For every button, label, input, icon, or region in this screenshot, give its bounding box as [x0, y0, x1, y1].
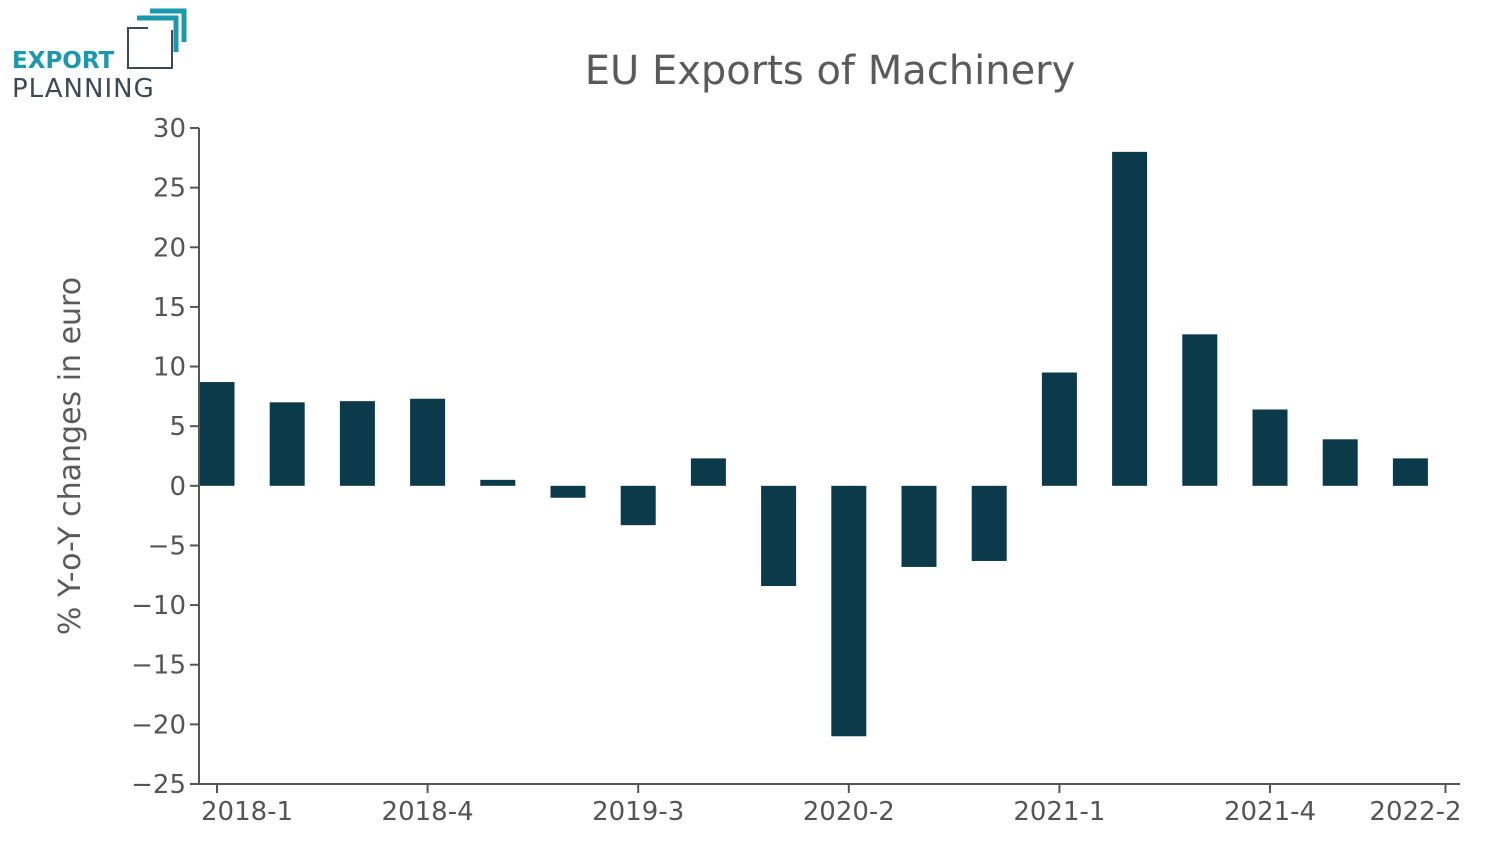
x-tick-label: 2021-1 [1013, 797, 1105, 827]
bar-2021-4 [1252, 409, 1288, 486]
y-tick-label: −15 [131, 651, 186, 681]
bar-2018-3 [339, 401, 375, 486]
y-tick-label: 10 [153, 353, 186, 383]
y-tick-label: −10 [131, 591, 186, 621]
bar-2019-2 [550, 485, 586, 498]
bar-2019-3 [620, 485, 656, 526]
bar-2018-1 [200, 382, 235, 486]
bar-2018-2 [269, 402, 305, 486]
bar-2021-2 [1112, 151, 1148, 486]
logo-line2: PLANNING [12, 74, 155, 104]
bar-2022-1 [1322, 439, 1358, 486]
bar-2020-1 [761, 485, 797, 587]
y-tick-label: 0 [169, 472, 186, 502]
bar-2021-3 [1182, 334, 1218, 486]
export-planning-logo: EXPORT PLANNING [12, 8, 187, 104]
x-tick-label: 2022-2 [1369, 797, 1461, 827]
bar-2019-4 [690, 458, 726, 486]
x-tick-label: 2018-1 [201, 797, 293, 827]
logo-arrow-inner-icon [150, 8, 187, 42]
y-axis: 30 25 20 15 10 5 0 −5 −10 −15 −20 −25 [131, 114, 200, 800]
bar-2020-3 [901, 485, 937, 567]
chart-title: EU Exports of Machinery [585, 48, 1076, 94]
bars [200, 151, 1428, 737]
y-tick-label: −25 [131, 770, 186, 800]
logo-arrow-icon [137, 15, 179, 52]
bar-2021-1 [1041, 372, 1077, 486]
x-tick-label: 2021-4 [1224, 797, 1316, 827]
y-tick-label: 5 [169, 412, 186, 442]
y-tick-label: 30 [153, 114, 186, 144]
x-axis: 2018-1 2018-4 2019-3 2020-2 2021-1 2021-4 2022… [199, 783, 1462, 827]
bar-2018-4 [410, 398, 446, 486]
logo-frame-icon [127, 27, 173, 69]
y-tick-label: 25 [153, 174, 186, 204]
y-axis-label: % Y-o-Y changes in euro [53, 277, 88, 635]
bar-2020-2 [831, 485, 867, 737]
x-tick-label: 2020-2 [803, 797, 895, 827]
x-tick-label: 2018-4 [382, 797, 474, 827]
x-tick-label: 2019-3 [592, 797, 684, 827]
bar-2020-4 [971, 485, 1007, 561]
bar-2019-1 [480, 479, 516, 486]
y-tick-label: −5 [148, 531, 186, 561]
logo-line1: EXPORT [12, 48, 115, 74]
y-tick-label: −20 [131, 710, 186, 740]
bar-2022-2 [1392, 458, 1428, 486]
y-tick-label: 20 [153, 233, 186, 263]
y-tick-label: 15 [153, 293, 186, 323]
